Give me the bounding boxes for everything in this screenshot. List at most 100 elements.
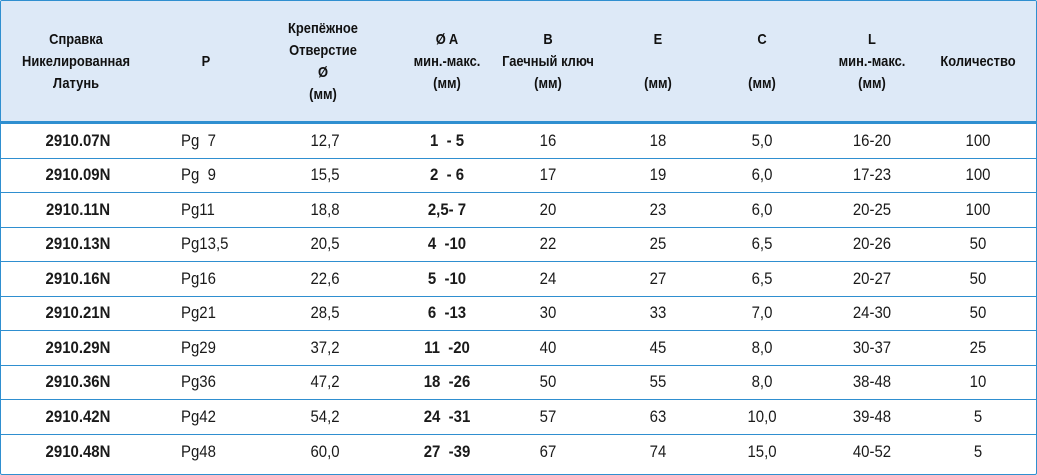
cell-e: 18 — [649, 130, 667, 150]
cell-l: 20-26 — [852, 234, 892, 254]
cell-e: 55 — [649, 372, 667, 392]
cell-qty: 5 — [973, 441, 983, 461]
header-ref: Справка Никелированная Латунь — [22, 31, 130, 92]
cell-c: 6,0 — [751, 199, 773, 219]
cell-b: 57 — [539, 406, 557, 426]
header-p: P — [201, 53, 211, 70]
cell-a: 2,5- 7 — [427, 199, 467, 219]
cell-p: Pg48 — [181, 441, 216, 461]
cell-qty: 100 — [965, 199, 991, 219]
cell-ref: 2910.13N — [45, 234, 111, 254]
cell-qty: 50 — [969, 303, 987, 323]
cell-e: 45 — [649, 337, 667, 357]
cell-c: 10,0 — [747, 406, 777, 426]
cell-ref: 2910.42N — [45, 406, 111, 426]
cell-l: 16-20 — [852, 130, 892, 150]
header-rule — [1, 121, 1036, 124]
cell-ref: 2910.16N — [45, 268, 111, 288]
cell-a: 4 -10 — [427, 234, 467, 254]
cell-ref: 2910.07N — [45, 130, 111, 150]
cell-c: 7,0 — [751, 303, 773, 323]
cell-hole: 54,2 — [310, 406, 340, 426]
cell-hole: 15,5 — [310, 165, 340, 185]
cell-e: 25 — [649, 234, 667, 254]
cell-l: 30-37 — [852, 337, 892, 357]
cell-b: 50 — [539, 372, 557, 392]
cell-p: Pg13,5 — [181, 234, 229, 254]
cell-b: 16 — [539, 130, 557, 150]
table-row: 2910.07N Pg 7 12,7 1 - 5 16 18 5,0 16-20 100 — [1, 124, 1036, 159]
cell-p: Pg29 — [181, 337, 216, 357]
cell-ref: 2910.21N — [45, 303, 111, 323]
header-a: Ø A мин.-макс. (мм) — [413, 31, 481, 92]
table-row: 2910.09N Pg 9 15,5 2 - 6 17 19 6,0 17-23 100 — [1, 159, 1036, 193]
cell-hole: 22,6 — [310, 268, 340, 288]
cell-hole: 37,2 — [310, 337, 340, 357]
cell-e: 23 — [649, 199, 667, 219]
cell-a: 24 -31 — [423, 406, 471, 426]
table-row: 2910.16N Pg16 22,6 5 -10 24 27 6,5 20-27 50 — [1, 262, 1036, 297]
cell-c: 6,5 — [751, 234, 773, 254]
cell-hole: 12,7 — [310, 130, 340, 150]
cell-a: 1 - 5 — [429, 130, 465, 150]
cell-hole: 60,0 — [310, 441, 340, 461]
cell-e: 19 — [649, 165, 667, 185]
cell-c: 8,0 — [751, 372, 773, 392]
cell-b: 22 — [539, 234, 557, 254]
table-row: 2910.42N Pg42 54,2 24 -31 57 63 10,0 39-48 5 — [1, 400, 1036, 435]
header-qty: Количество — [940, 53, 1016, 70]
cell-qty: 5 — [973, 406, 983, 426]
cell-hole: 20,5 — [310, 234, 340, 254]
cell-l: 20-27 — [852, 268, 892, 288]
header-c: C (мм) — [748, 31, 776, 92]
cell-p: Pg11 — [181, 199, 215, 219]
table-row: 2910.48N Pg48 60,0 27 -39 67 74 15,0 40-52 5 — [1, 435, 1036, 470]
cell-c: 6,0 — [751, 165, 773, 185]
cell-c: 8,0 — [751, 337, 773, 357]
cell-l: 40-52 — [852, 441, 892, 461]
cell-a: 6 -13 — [427, 303, 467, 323]
cell-a: 18 -26 — [423, 372, 471, 392]
cell-hole: 47,2 — [310, 372, 340, 392]
cell-ref: 2910.29N — [45, 337, 111, 357]
header-hole: Крепёжное Отверстие Ø (мм) — [288, 20, 358, 103]
cell-l: 24-30 — [852, 303, 892, 323]
cell-hole: 18,8 — [310, 199, 340, 219]
cell-qty: 100 — [965, 130, 991, 150]
cell-qty: 100 — [965, 165, 991, 185]
table-header: Справка Никелированная Латунь P Крепёжно… — [1, 1, 1036, 123]
cell-e: 74 — [649, 441, 667, 461]
cell-c: 15,0 — [747, 441, 777, 461]
header-l: L мин.-макс. (мм) — [838, 31, 906, 92]
table-row: 2910.36N Pg36 47,2 18 -26 50 55 8,0 38-48 10 — [1, 366, 1036, 400]
cell-b: 30 — [539, 303, 557, 323]
cell-l: 20-25 — [852, 199, 892, 219]
cell-b: 17 — [539, 165, 557, 185]
cell-c: 6,5 — [751, 268, 773, 288]
cell-qty: 50 — [969, 234, 987, 254]
cell-a: 27 -39 — [423, 441, 471, 461]
cell-a: 11 -20 — [424, 337, 470, 357]
cell-qty: 10 — [969, 372, 987, 392]
cell-qty: 25 — [969, 337, 987, 357]
cell-ref: 2910.09N — [45, 165, 111, 185]
table-row: 2910.29N Pg29 37,2 11 -20 40 45 8,0 30-37 25 — [1, 331, 1036, 366]
cell-a: 5 -10 — [427, 268, 467, 288]
cell-b: 24 — [539, 268, 557, 288]
table-row: 2910.11N Pg11 18,8 2,5- 7 20 23 6,0 20-25 100 — [1, 193, 1036, 228]
cell-qty: 50 — [969, 268, 987, 288]
cell-l: 38-48 — [852, 372, 892, 392]
cell-hole: 28,5 — [310, 303, 340, 323]
cell-p: Pg36 — [181, 372, 216, 392]
cell-b: 40 — [539, 337, 557, 357]
cell-l: 39-48 — [852, 406, 892, 426]
cell-e: 63 — [649, 406, 667, 426]
cell-e: 33 — [649, 303, 667, 323]
table-body: 2910.07N Pg 7 12,7 1 - 5 16 18 5,0 16-20 100 2910… — [1, 124, 1036, 469]
cell-p: Pg 9 — [181, 165, 216, 185]
table-row: 2910.21N Pg21 28,5 6 -13 30 33 7,0 24-30 50 — [1, 297, 1036, 331]
cell-ref: 2910.36N — [45, 372, 111, 392]
header-b: B Гаечный ключ (мм) — [502, 31, 594, 92]
cell-l: 17-23 — [852, 165, 892, 185]
cell-b: 67 — [539, 441, 557, 461]
